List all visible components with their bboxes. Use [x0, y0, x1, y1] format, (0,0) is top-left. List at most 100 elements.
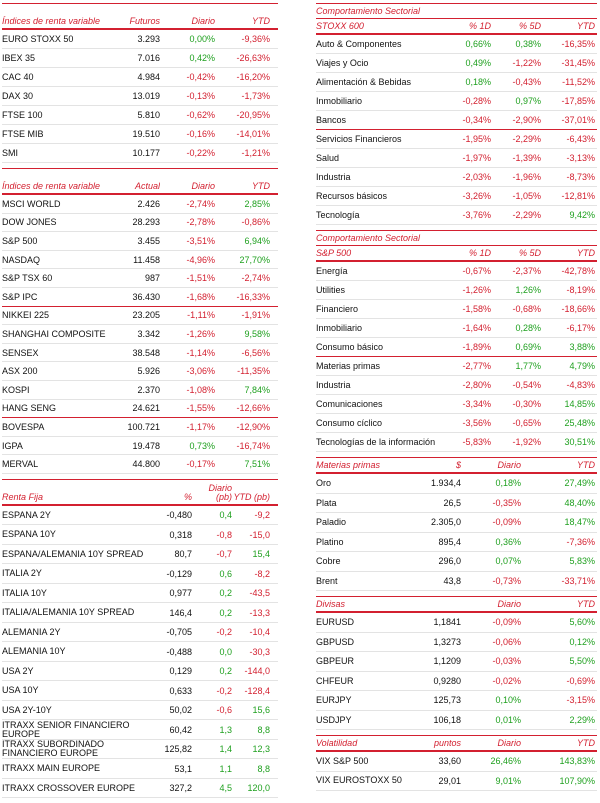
cell-value: -1,05% [512, 191, 541, 201]
column-header: Diario [497, 460, 521, 470]
row-label: ITRAXX SENIOR FINANCIERO EUROPE [2, 720, 130, 739]
cell-value: -1,51% [186, 273, 215, 284]
cell-value: 0,18% [495, 478, 521, 489]
row-label: Comunicaciones [316, 399, 383, 409]
cell-value: -1,89% [462, 342, 491, 352]
cell-value: 18,47% [564, 517, 595, 528]
row-label: ITRAXX CROSSOVER EUROPE [2, 783, 136, 793]
row-label: BOVESPA [2, 421, 45, 432]
row-label: Cobre [316, 556, 341, 567]
cell-value: 0,633 [169, 685, 192, 696]
cell-value: -0,16% [186, 129, 215, 139]
row-label: Inmobiliario [316, 96, 363, 106]
cell-value: -3,76% [462, 210, 491, 220]
table-row: HANG SENG 24.621 -1,55% -12,66% [2, 400, 278, 419]
table-row: CAC 40 4.984 -0,42% -16,20% [2, 68, 278, 87]
table-row: Energía -0,67% -2,37% -42,78% [316, 262, 597, 281]
column-header: YTD [577, 248, 595, 258]
cell-value: 15,6 [252, 705, 270, 716]
cell-value: -15,0 [249, 529, 270, 540]
table-row: DOW JONES 28.293 -2,78% -0,86% [2, 214, 278, 233]
table-row: Recursos básicos -3,26% -1,05% -12,81% [316, 187, 597, 206]
table-row: ESPAÑA/ALEMANIA 10Y SPREAD 80,7 -0,7 15,4 [2, 545, 278, 565]
table-row: ITRAXX SENIOR FINANCIERO EUROPE 60,42 1,3 8… [2, 720, 278, 740]
cell-value: -2,74% [186, 198, 215, 209]
table-row: S&P TSX 60 987 -1,51% -2,74% [2, 269, 278, 288]
cell-value: -0,480 [166, 510, 192, 521]
indices-table: Índices de renta variable Actual Diario YTD… [2, 168, 278, 474]
row-label: GBPUSD [316, 636, 355, 647]
cell-value: 9,42% [569, 210, 595, 220]
cell-value: -2,29% [512, 134, 541, 144]
row-label: VIX S&P 500 [316, 756, 369, 766]
cell-value: 0,9280 [433, 675, 461, 686]
cell-value: -1,96% [512, 172, 541, 182]
cell-value: -6,56% [241, 347, 270, 358]
cell-value: 19.478 [132, 440, 160, 451]
table-row: Utilities -1,26% 1,26% -8,19% [316, 281, 597, 300]
cell-value: 10.177 [132, 148, 160, 158]
cell-value: -2,74% [241, 273, 270, 284]
cell-value: -0,54% [512, 380, 541, 390]
cell-value: 9,58% [244, 328, 270, 339]
cell-value: 0,12% [569, 636, 595, 647]
table-row: S&P IPC 36.430 -1,68% -16,33% [2, 288, 278, 307]
cell-value: 8,8 [257, 763, 270, 774]
cell-value: 0,2 [219, 588, 232, 599]
table-row: ALEMANIA 2Y -0,705 -0,2 -10,4 [2, 623, 278, 643]
column-header: Renta Fija [2, 491, 44, 502]
table-row: Materias primas -2,77% 1,77% 4,79% [316, 357, 597, 376]
column-header: puntos [433, 738, 461, 748]
row-label: Viajes y Ocio [316, 58, 369, 68]
row-label: ITRAXX SUBORDINADO FINANCIERO EUROPE [2, 740, 105, 759]
row-label: DAX 30 [2, 91, 34, 101]
cell-value: 0,2 [219, 666, 232, 677]
cell-value: 2.370 [137, 384, 160, 395]
cell-value: 8,8 [257, 724, 270, 735]
cell-value: 60,42 [169, 724, 192, 735]
row-label: NIKKEI 225 [2, 310, 50, 321]
cell-value: -0,43% [512, 77, 541, 87]
cell-value: 0,66% [465, 39, 491, 49]
row-label: ITALIA 10Y [2, 588, 47, 598]
cell-value: 27,70% [239, 254, 270, 265]
row-label: EURO STOXX 50 [2, 34, 74, 44]
table-row: VIX S&P 500 33,60 26,46% 143,83% [316, 752, 597, 772]
cell-value: 36.430 [132, 291, 160, 302]
table-row: Platino 895,4 0,36% -7,36% [316, 533, 597, 552]
table-row: IBEX 35 7.016 0,42% -26,63% [2, 49, 278, 68]
cell-value: -0,42% [186, 72, 215, 82]
row-label: FTSE MIB [2, 129, 44, 139]
cell-value: -4,96% [186, 254, 215, 265]
cell-value: -11,52% [562, 77, 595, 87]
cell-value: 30,51% [564, 437, 595, 447]
cell-value: -1,39% [512, 153, 541, 163]
cell-value: 1,4 [219, 744, 232, 755]
cell-value: -0,17% [186, 459, 215, 470]
table-row: EURJPY 125,73 0,10% -3,15% [316, 691, 597, 711]
column-header: S&P 500 [316, 248, 352, 258]
table-row: Comunicaciones -3,34% -0,30% 14,85% [316, 395, 597, 414]
cell-value: 29,01 [438, 775, 461, 786]
table-row: ITRAXX SUBORDINADO FINANCIERO EUROPE 125,… [2, 740, 278, 760]
column-header: Diario [497, 599, 521, 609]
cell-value: 5,83% [569, 556, 595, 567]
cell-value: 33,60 [438, 756, 461, 767]
table-row: Viajes y Ocio 0,49% -1,22% -31,45% [316, 54, 597, 73]
row-label: ALEMANIA 10Y [2, 647, 66, 657]
cell-value: 27,49% [564, 478, 595, 489]
table-row: SMI 10.177 -0,22% -1,21% [2, 144, 278, 163]
table-row: GBPUSD 1,3273 -0,06% 0,12% [316, 633, 597, 652]
cell-value: -0,8 [216, 529, 232, 540]
row-label: SHANGHAI COMPOSITE [2, 328, 106, 339]
cell-value: 0,42% [189, 53, 215, 63]
row-label: GBPEUR [316, 656, 355, 667]
table-row: FTSE 100 5.810 -0,62% -20,95% [2, 106, 278, 125]
cell-value: 3.455 [137, 235, 160, 246]
cell-value: 26,46% [490, 756, 521, 767]
row-label: ITALIA/ALEMANIA 10Y SPREAD [2, 608, 135, 618]
cell-value: 0,97% [515, 96, 541, 106]
row-label: Inmobiliario [316, 323, 363, 333]
cell-value: -3,06% [186, 366, 215, 377]
cell-value: 50,02 [169, 705, 192, 716]
